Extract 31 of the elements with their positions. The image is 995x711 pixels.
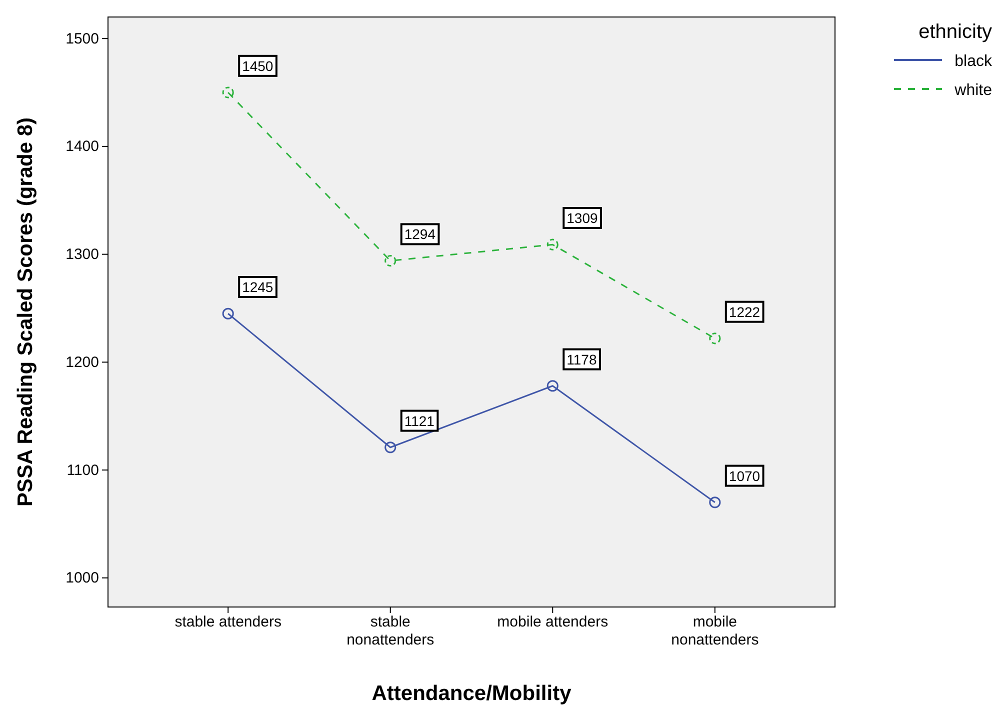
data-label: 1245 (242, 279, 274, 296)
legend-label: white (954, 82, 992, 99)
data-label: 1450 (242, 58, 274, 74)
point (709, 332, 721, 344)
legend-title: ethnicity (918, 21, 992, 43)
y-tick-label: 1500 (66, 30, 99, 48)
data-label: 1121 (404, 412, 435, 429)
data-label: 1294 (404, 226, 436, 242)
point (384, 442, 396, 454)
x-tick-label: mobile attenders (497, 614, 608, 631)
data-label: 1309 (566, 210, 598, 226)
x-axis-title: Attendance/Mobility (372, 682, 572, 705)
x-tick-label: mobile nonattenders (671, 614, 759, 649)
point (384, 254, 396, 267)
x-tick-label: stable attenders (174, 614, 282, 631)
y-tick-label: 1000 (66, 570, 99, 587)
y-tick-label: 1300 (66, 246, 99, 264)
data-label: 1222 (728, 304, 760, 320)
y-axis-title: PSSA Reading Scaled Scores (grade 8) (14, 117, 37, 507)
x-tick-label: stable nonattenders (346, 614, 434, 649)
point (546, 380, 558, 392)
y-tick-label: 1100 (66, 462, 99, 479)
legend-label: black (954, 53, 993, 70)
point (546, 238, 558, 250)
point (222, 86, 234, 98)
y-tick-label: 1400 (66, 138, 99, 156)
point (222, 308, 234, 320)
point (709, 496, 721, 508)
data-label: 1178 (566, 351, 597, 368)
data-label: 1070 (728, 468, 760, 484)
y-tick-label: 1200 (66, 354, 99, 371)
